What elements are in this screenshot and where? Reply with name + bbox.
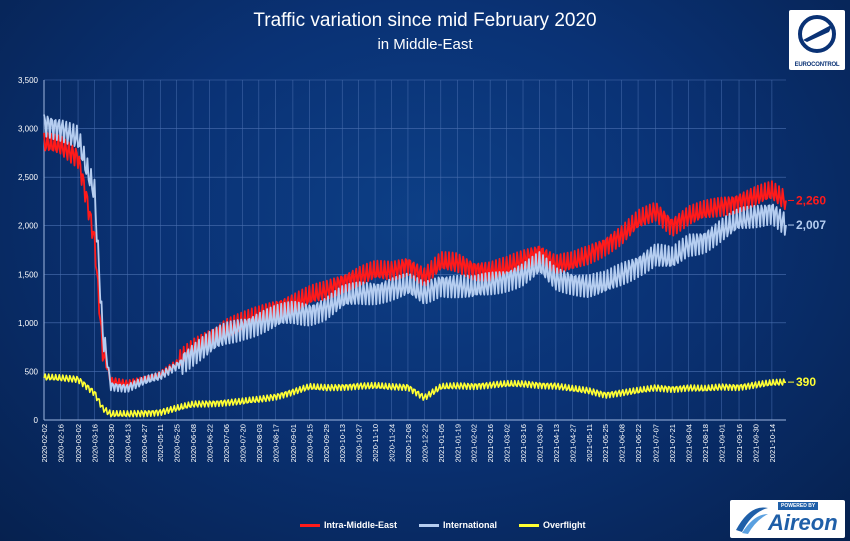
x-tick-label: 2021-10-14 [768,424,777,462]
x-tick-label: 2020-11-24 [388,424,397,462]
legend-swatch-international [419,523,440,527]
end-labels: 2,260 2,007 390 [788,193,826,389]
y-tick-label: 2,000 [18,222,39,231]
x-tick-label: 2021-01-19 [453,424,462,462]
x-tick-label: 2021-06-08 [618,424,627,462]
x-tick-label: 2020-12-22 [420,424,429,462]
series-lines [43,114,787,418]
x-tick-label: 2021-01-05 [437,424,446,462]
y-tick-label: 3,500 [18,76,39,85]
x-tick-label: 2021-02-02 [470,424,479,462]
chart-title: Traffic variation since mid February 202… [253,10,597,31]
x-tick-label: 2020-08-17 [271,424,280,462]
x-tick-label: 2020-02-02 [40,424,49,462]
x-tick-label: 2021-08-18 [701,424,710,462]
legend-label-overflight: Overflight [543,520,586,530]
eurocontrol-logo: EUROCONTROL [789,10,845,70]
x-tick-label: 2020-08-03 [255,424,264,462]
x-tick-label: 2021-03-02 [503,424,512,462]
legend-item-international: International [419,520,497,530]
legend-swatch-overflight [519,523,540,527]
x-tick-label: 2020-04-13 [123,424,132,462]
aireon-swoosh-icon [736,507,768,534]
eurocontrol-logo-text: EUROCONTROL [794,62,840,68]
x-tick-label: 2020-07-20 [238,424,247,462]
x-tick-label: 2020-05-25 [173,424,182,462]
aireon-wordmark: Aireon [768,510,838,535]
x-tick-label: 2020-09-01 [289,424,298,462]
x-tick-label: 2020-04-27 [140,424,149,462]
x-tick-label: 2021-09-01 [717,424,726,462]
x-tick-label: 2020-03-30 [107,424,116,462]
series-end-label-0: 2,260 [796,193,826,207]
x-tick-label: 2021-03-16 [519,424,528,462]
x-tick-label: 2020-02-16 [56,424,65,462]
x-tick-label: 2021-09-30 [751,424,760,462]
x-tick-label: 2020-11-10 [371,424,380,462]
legend-swatch-intra [300,523,320,527]
x-tick-label: 2020-09-29 [322,424,331,462]
legend-label-intra: Intra-Middle-East [324,520,398,530]
x-tick-label: 2021-04-27 [568,424,577,462]
aireon-logo: POWERED BY Aireon [730,500,845,538]
series-end-label-1: 2,007 [796,218,826,232]
x-tick-label: 2021-04-13 [552,424,561,462]
x-tick-label: 2020-06-08 [189,424,198,462]
x-tick-label: 2021-07-07 [652,424,661,462]
x-tick-label: 2021-09-16 [735,424,744,462]
legend-label-international: International [443,520,498,530]
axes: 0 500 1,000 1,500 2,000 2,500 3,000 3,500 2020-0… [18,76,786,462]
x-tick-label: 2021-02-16 [486,424,495,462]
x-tick-label: 2021-05-25 [601,424,610,462]
x-tick-label: 2020-10-27 [355,424,364,462]
legend-item-overflight: Overflight [519,520,586,530]
y-tick-label: 2,500 [18,173,39,182]
legend: Intra-Middle-East International Overflig… [300,520,586,530]
chart-subtitle: in Middle-East [377,36,473,53]
x-tick-label: 2020-10-13 [338,424,347,462]
x-tick-label: 2020-06-22 [206,424,215,462]
x-tick-label: 2020-03-02 [74,424,83,462]
legend-item-intra: Intra-Middle-East [300,520,397,530]
y-tick-label: 0 [34,416,39,425]
aireon-powered-by: POWERED BY [778,502,819,510]
x-tick-label: 2020-09-15 [305,424,314,462]
eurocontrol-emblem-icon [798,15,836,53]
series-line-1 [43,114,787,393]
y-tick-label: 1,500 [18,270,39,279]
x-tick-label: 2021-07-21 [668,424,677,462]
y-tick-label: 3,000 [18,125,39,134]
series-line-2 [43,373,787,418]
x-tick-label: 2021-06-22 [634,424,643,462]
x-tick-label: 2021-08-04 [685,424,694,462]
series-end-label-2: 390 [796,375,816,389]
x-tick-label: 2021-05-11 [585,424,594,462]
x-tick-label: 2020-05-11 [156,424,165,462]
y-tick-label: 1,000 [18,319,39,328]
x-tick-label: 2020-12-08 [404,424,413,462]
x-tick-label: 2020-03-16 [90,424,99,462]
y-tick-label: 500 [25,367,39,376]
x-tick-label: 2021-03-30 [535,424,544,462]
x-tick-label: 2020-07-06 [222,424,231,462]
